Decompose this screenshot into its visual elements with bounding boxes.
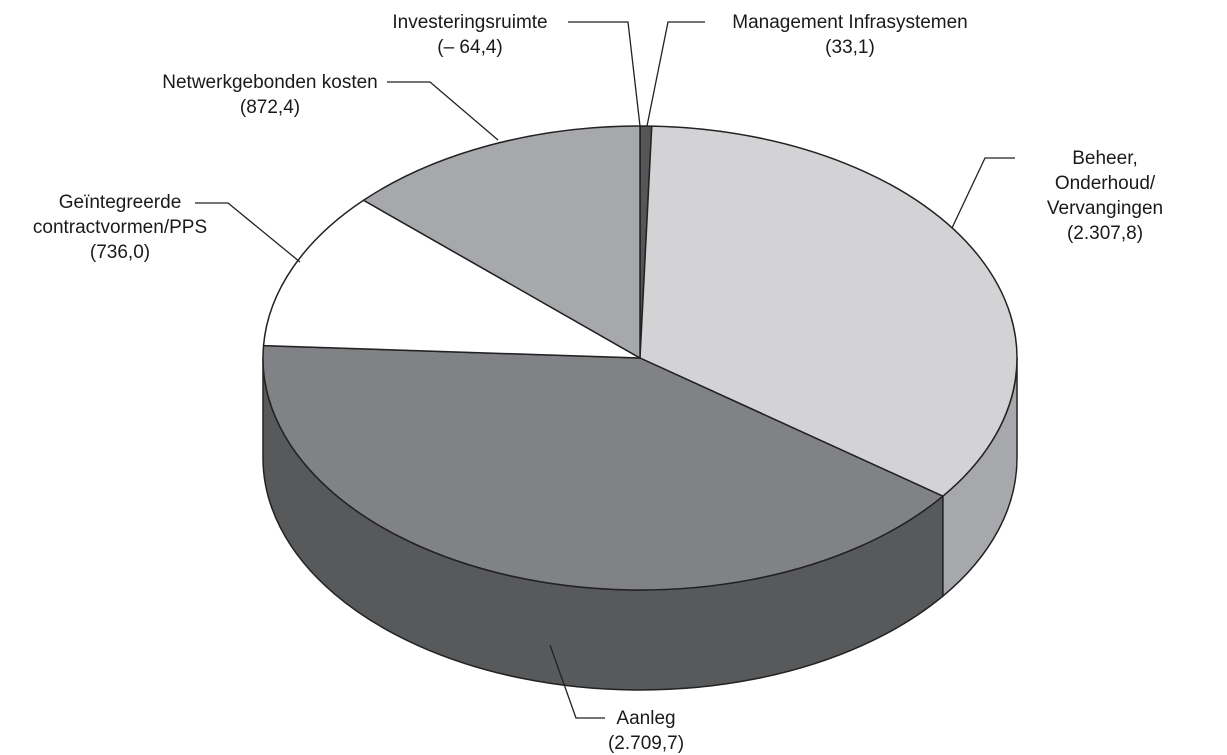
category-label: Aanleg (616, 708, 676, 729)
category-label: Investeringsruimte (392, 12, 548, 33)
slice-label: Netwerkgebonden kosten (872,4) (162, 70, 377, 120)
value-label: (33,1) (825, 37, 875, 58)
leader-line (195, 202, 301, 263)
pie-slice (262, 199, 641, 359)
value-label: (872,4) (239, 97, 301, 118)
value-label: (– 64,4) (437, 37, 503, 58)
category-label: Beheer, Onderhoud/ Vervangingen (1046, 148, 1164, 219)
value-label: (2.709,7) (607, 733, 685, 754)
pie-slice (362, 125, 641, 359)
slice-label: Beheer, Onderhoud/ Vervangingen (2.307,8) (1044, 146, 1166, 246)
pie (262, 125, 1018, 691)
leader-line (387, 81, 499, 141)
leader-line (549, 644, 605, 719)
pie-slice (262, 344, 944, 591)
category-label: Geïntegreerde contractvormen/PPS (32, 192, 208, 238)
slice-label: Investeringsruimte (– 64,4) (392, 10, 547, 60)
slice-label: Aanleg (2.709,7) (608, 706, 684, 755)
pie-slice (639, 125, 1018, 497)
slice-label: Management Infrasystemen (33,1) (732, 10, 968, 60)
value-label: (2.307,8) (1066, 223, 1144, 244)
slice-label: Geïntegreerde contractvormen/PPS (736,0) (33, 190, 207, 265)
value-label: (736,0) (89, 242, 151, 263)
category-label: Management Infrasystemen (732, 12, 968, 33)
category-label: Netwerkgebonden kosten (162, 72, 378, 93)
leader-line (568, 21, 641, 127)
leader-line (951, 157, 1015, 229)
leader-line (646, 21, 705, 127)
